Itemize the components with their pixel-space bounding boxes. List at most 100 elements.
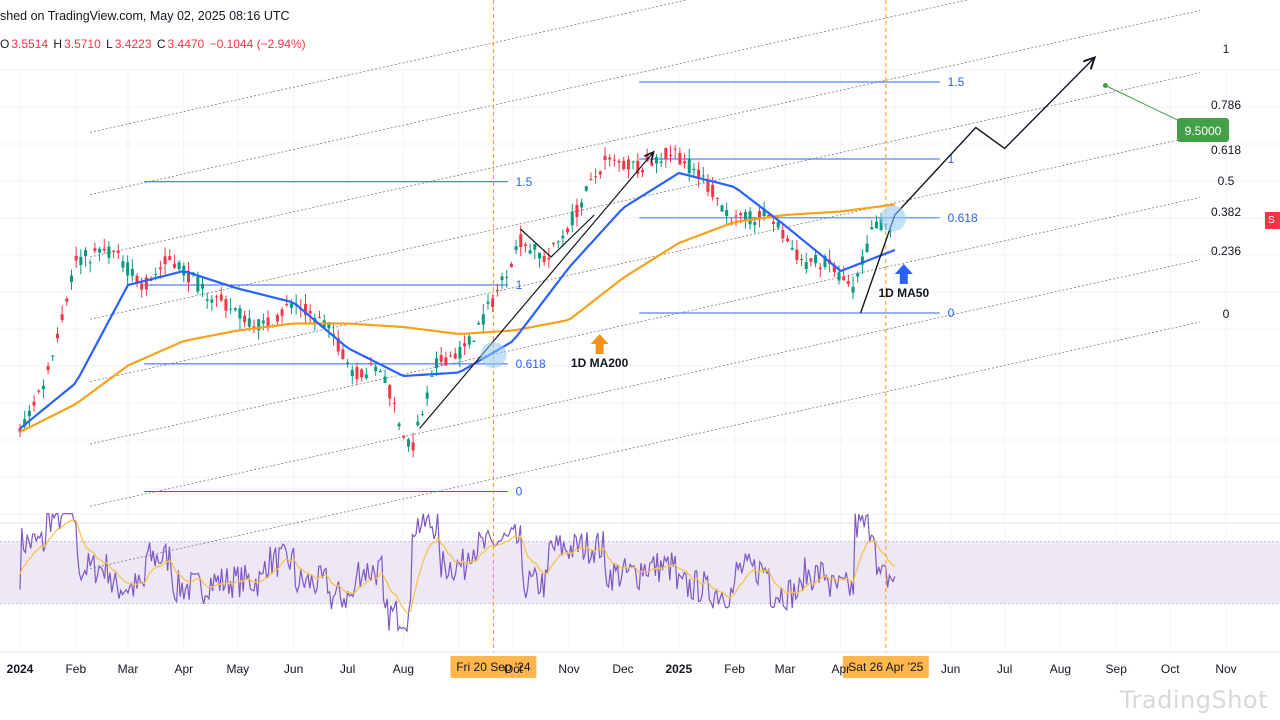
time-tick-label: Feb — [65, 662, 86, 676]
candle-body — [285, 304, 289, 306]
candle-body — [514, 246, 518, 250]
candle-body — [566, 228, 570, 233]
candle-body — [477, 323, 481, 325]
candle-body — [533, 243, 537, 250]
candle-body — [874, 221, 878, 229]
fibonacci-retracements: 0 0.618 1 1.5 0 0.618 1 1.5 — [144, 75, 978, 499]
candle-body — [88, 262, 92, 264]
candle-body — [846, 281, 850, 284]
annotations: 1D MA200 1D MA50 9.5000 — [419, 58, 1229, 429]
candle-body — [112, 250, 116, 252]
candle-body — [289, 303, 293, 308]
time-tick-label: Jun — [284, 662, 303, 676]
channel-level-label: 0 — [1223, 307, 1230, 321]
candle-body — [856, 273, 860, 277]
candle-body — [102, 248, 106, 251]
fib-level-label: 1.5 — [948, 75, 965, 89]
candle-body — [650, 162, 654, 166]
highlight-circle-apr — [880, 205, 906, 232]
candle-body — [509, 264, 513, 268]
candle-body — [453, 353, 457, 359]
candle-body — [809, 258, 813, 262]
candle-body — [860, 256, 864, 265]
channel-level-label: 0.786 — [1211, 98, 1241, 112]
candle-body — [786, 238, 790, 242]
candle-body — [818, 267, 822, 270]
channel-line — [89, 259, 1201, 507]
candle-body — [626, 159, 630, 170]
fib-level-label: 1.5 — [516, 175, 533, 189]
candle-body — [654, 157, 658, 164]
candle-body — [374, 366, 378, 372]
candle-body — [523, 244, 527, 246]
trend-zigzag — [519, 214, 595, 258]
fib-level-label: 0 — [948, 306, 955, 320]
candle-body — [537, 252, 541, 259]
fib-level-label: 1 — [516, 278, 523, 292]
time-tick-label: Apr — [831, 662, 850, 676]
time-tick-label: Oct — [1161, 662, 1180, 676]
candle-body — [168, 256, 172, 260]
candle-body — [449, 355, 453, 357]
candle-body — [683, 161, 687, 164]
candle-body — [790, 247, 794, 250]
time-tick-label: Mar — [118, 662, 139, 676]
candle-body — [247, 318, 251, 327]
candle-body — [144, 277, 148, 290]
time-tick-label: Aug — [393, 662, 414, 676]
target-badge — [1177, 118, 1229, 142]
candle-body — [51, 355, 55, 357]
candle-body — [491, 298, 495, 308]
ma50-label: 1D MA50 — [878, 286, 929, 300]
candle-body — [580, 202, 584, 208]
candle-body — [275, 315, 279, 322]
time-axis: 2024 Feb Mar Apr May Jun Jul Aug Oct Nov Dec 2025 Fe… — [7, 662, 1237, 676]
channel-level-label: 0.618 — [1211, 143, 1241, 157]
candle-body — [472, 340, 476, 342]
candle-body — [795, 249, 799, 261]
candle-body — [823, 255, 827, 267]
time-tick-label: Oct — [504, 662, 523, 676]
candle-body — [318, 317, 322, 319]
candle-body — [463, 343, 467, 347]
channel-line — [89, 197, 1201, 445]
candle-body — [364, 374, 368, 379]
candle-body — [547, 257, 551, 260]
candle-body — [65, 298, 69, 302]
candle-body — [280, 309, 284, 316]
candle-body — [27, 410, 31, 417]
time-tick-label: May — [226, 662, 249, 676]
time-tick-label: Aug — [1050, 662, 1071, 676]
time-tick-label: Jul — [340, 662, 355, 676]
trend-arrow-1 — [419, 152, 654, 429]
projection-path — [859, 58, 1095, 314]
candle-body — [701, 175, 705, 177]
candle-body — [748, 211, 752, 225]
candle-body — [594, 176, 598, 178]
candle-body — [542, 256, 546, 262]
date-markers: Fri 20 Sep '24 Sat 26 Apr '25 — [450, 0, 929, 678]
target-dot — [1102, 83, 1108, 88]
last-price-tag[interactable]: S — [1265, 212, 1280, 229]
candle-body — [233, 308, 237, 311]
candle-body — [715, 197, 719, 199]
channel-line — [89, 10, 1201, 258]
fib-level-label: 1 — [948, 152, 955, 166]
candle-body — [154, 274, 158, 276]
candle-body — [739, 213, 743, 216]
time-tick-label: 2025 — [665, 662, 692, 676]
candle-body — [505, 276, 509, 278]
time-tick-label: Jul — [997, 662, 1012, 676]
fib-level-label: 0.618 — [948, 211, 978, 225]
candle-body — [528, 250, 532, 254]
date-marker-label: Fri 20 Sep '24 — [456, 660, 531, 674]
ohlc-high: 3.5710 — [64, 37, 101, 51]
candle-body — [814, 254, 818, 264]
channel-level-label: 0.5 — [1218, 174, 1235, 188]
publish-header: shed on TradingView.com, May 02, 2025 08… — [0, 9, 290, 23]
ohlc-close: 3.4470 — [167, 37, 205, 51]
candle-body — [402, 435, 406, 438]
candle-body — [725, 210, 729, 217]
candle-body — [60, 314, 64, 321]
